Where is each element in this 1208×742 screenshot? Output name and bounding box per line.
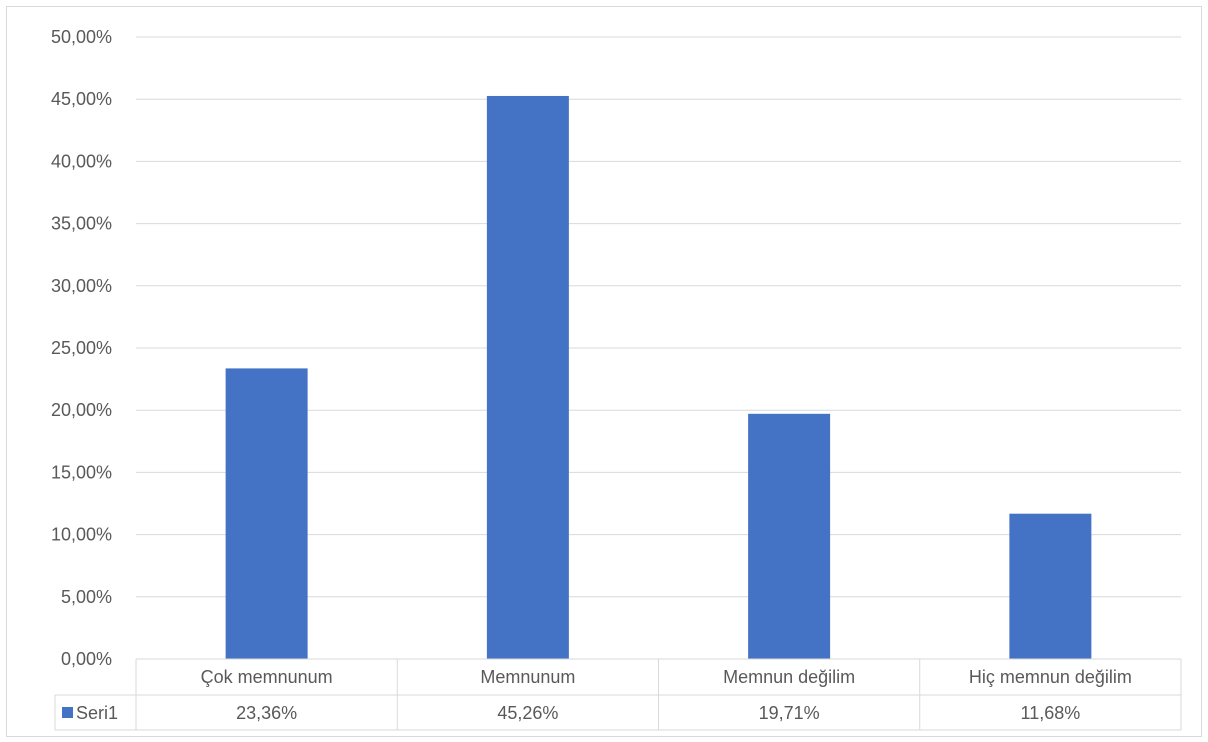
category-label: Memnunum: [480, 667, 575, 687]
category-label: Çok memnunum: [201, 667, 333, 687]
bar: [225, 368, 308, 659]
data-label: 11,68%: [1021, 703, 1081, 723]
y-axis-ticks: 0,00% 5,00% 10,00% 15,00% 20,00% 25,00% 30,00%…: [51, 27, 112, 669]
y-tick-label: 0,00%: [61, 649, 112, 669]
bar: [748, 413, 831, 659]
bar-chart: 0,00% 5,00% 10,00% 15,00% 20,00% 25,00% 30,00%…: [51, 27, 1182, 731]
bar: [1009, 513, 1092, 659]
y-tick-label: 25,00%: [51, 338, 112, 358]
gridlines: [136, 36, 1181, 660]
chart-area: 0,00% 5,00% 10,00% 15,00% 20,00% 25,00% 30,00%…: [6, 6, 1202, 737]
y-tick-label: 20,00%: [51, 400, 112, 420]
y-tick-label: 15,00%: [51, 462, 112, 482]
data-table: Çok memnunum 23,36% Memnunum 45,26% Memnun d…: [54, 658, 1182, 731]
y-tick-label: 5,00%: [61, 587, 112, 607]
data-label: 19,71%: [759, 703, 820, 723]
category-label: Hiç memnun değilim: [969, 667, 1132, 687]
y-tick-label: 50,00%: [51, 27, 112, 47]
y-tick-label: 40,00%: [51, 151, 112, 171]
bars: [225, 95, 1092, 660]
y-tick-label: 45,00%: [51, 89, 112, 109]
y-tick-label: 10,00%: [51, 525, 112, 545]
data-label: 45,26%: [497, 703, 558, 723]
y-tick-label: 35,00%: [51, 214, 112, 234]
category-label: Memnun değilim: [723, 667, 855, 687]
bar: [486, 95, 569, 660]
legend-series-label: Seri1: [76, 703, 118, 723]
data-label: 23,36%: [236, 703, 297, 723]
y-tick-label: 30,00%: [51, 276, 112, 296]
legend-swatch: [62, 707, 73, 718]
